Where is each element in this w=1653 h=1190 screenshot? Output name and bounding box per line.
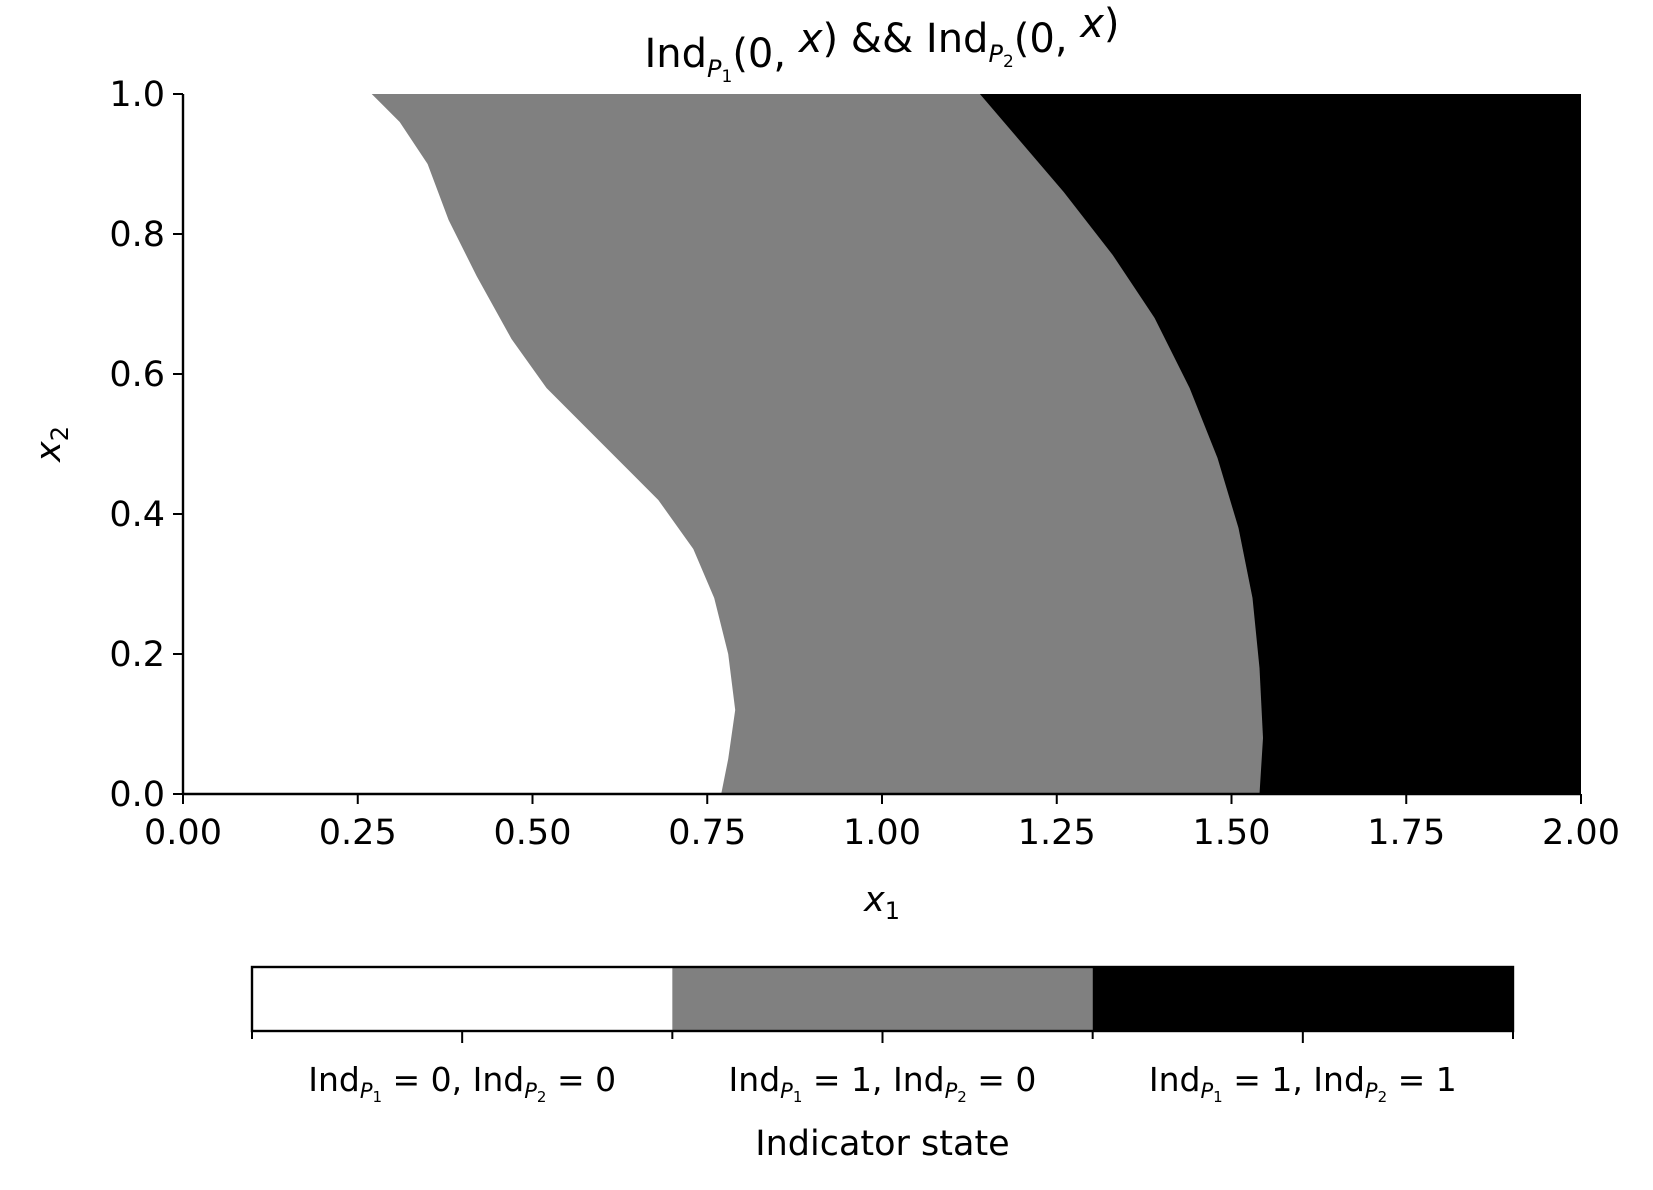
x-tick-label: 0.00 <box>144 813 222 853</box>
axes: 0.00 0.25 0.50 0.75 1.00 1.25 1.50 1.75 2.00 0.0 0… <box>109 75 1620 853</box>
y-tick-label: 0.6 <box>109 355 165 395</box>
plot-area <box>183 94 1581 794</box>
x-tick-label: 1.50 <box>1193 813 1271 853</box>
y-tick-label: 0.4 <box>109 495 165 535</box>
chart-title: IndP1(0, x) && IndP2(0, x) <box>644 1 1119 87</box>
x-tick-label: 2.00 <box>1542 813 1620 853</box>
y-axis-label: x2 <box>29 426 74 463</box>
x-tick-label: 0.75 <box>668 813 746 853</box>
x-tick-label: 1.25 <box>1018 813 1096 853</box>
colorbar-segment <box>1092 967 1513 1031</box>
x-tick-label: 1.00 <box>843 813 921 853</box>
region-state-0 <box>183 94 736 794</box>
colorbar-tick-label: IndP1 = 1, IndP2 = 0 <box>729 1060 1037 1106</box>
y-tick-label: 0.8 <box>109 215 165 255</box>
x-tick-label: 0.25 <box>319 813 397 853</box>
colorbar: IndP1 = 0, IndP2 = 0 IndP1 = 1, IndP2 = 0… <box>250 965 1515 1106</box>
colorbar-tick-label: IndP1 = 0, IndP2 = 0 <box>308 1060 616 1106</box>
y-tick-label: 1.0 <box>109 75 165 115</box>
y-tick-label: 0.2 <box>109 635 165 675</box>
colorbar-title: Indicator state <box>755 1124 1009 1164</box>
y-tick-label: 0.0 <box>109 775 165 815</box>
x-axis-label: x1 <box>863 880 900 925</box>
x-tick-label: 0.50 <box>494 813 572 853</box>
colorbar-tick-label: IndP1 = 1, IndP2 = 1 <box>1149 1060 1457 1106</box>
colorbar-segment <box>252 967 673 1031</box>
colorbar-segment <box>672 967 1093 1031</box>
x-tick-label: 1.75 <box>1367 813 1445 853</box>
